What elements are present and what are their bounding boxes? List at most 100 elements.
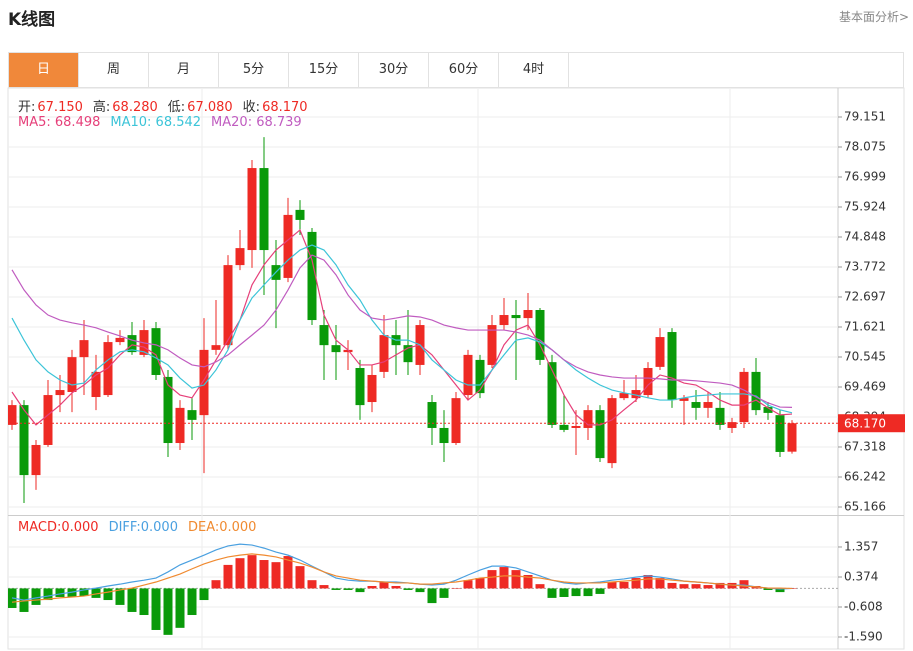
candle-body bbox=[583, 410, 593, 428]
info-label: 收: bbox=[242, 100, 261, 115]
y-tick-label: 72.697 bbox=[844, 289, 886, 303]
candle-body bbox=[559, 424, 569, 430]
period-tab[interactable]: 15分 bbox=[289, 53, 359, 87]
candle-body bbox=[211, 345, 221, 350]
y-tick-label: 75.924 bbox=[844, 199, 886, 213]
candle-body bbox=[727, 422, 737, 428]
period-tab[interactable]: 5分 bbox=[219, 53, 289, 87]
y-tick-label: -1.590 bbox=[844, 630, 883, 644]
macd-bar bbox=[331, 588, 341, 590]
macd-bar bbox=[439, 588, 449, 598]
candle-body bbox=[703, 402, 713, 408]
candle-body bbox=[43, 395, 53, 445]
macd-bar bbox=[139, 588, 149, 616]
macd-bar bbox=[151, 588, 161, 630]
macd-bar bbox=[535, 584, 545, 589]
macd-bar bbox=[295, 566, 305, 589]
legend-entry: MA20: 68.739 bbox=[211, 115, 302, 130]
macd-bar bbox=[655, 578, 665, 589]
grid bbox=[8, 116, 838, 638]
macd-bar bbox=[343, 588, 353, 590]
legend-entry: DEA:0.000 bbox=[187, 520, 257, 535]
macd-bar bbox=[379, 582, 389, 589]
candle-body bbox=[379, 335, 389, 372]
y-tick-label: 69.469 bbox=[844, 379, 886, 393]
macd-bar bbox=[571, 588, 581, 597]
info-value: 68.280 bbox=[112, 100, 158, 115]
macd-bar bbox=[211, 580, 221, 589]
macd-bar bbox=[355, 588, 365, 593]
macd-bar bbox=[775, 588, 785, 593]
macd-bar bbox=[451, 588, 461, 589]
macd-bar bbox=[403, 588, 413, 590]
candle-body bbox=[283, 214, 293, 278]
macd-bar bbox=[223, 564, 233, 589]
macd-bar bbox=[487, 570, 497, 589]
info-label: 高: bbox=[92, 100, 111, 115]
macd-bar bbox=[475, 578, 485, 589]
period-tab[interactable]: 60分 bbox=[429, 53, 499, 87]
y-tick-label: -0.608 bbox=[844, 600, 883, 614]
candle-body bbox=[763, 407, 773, 413]
macd-bar bbox=[55, 588, 65, 597]
period-tab[interactable]: 周 bbox=[79, 53, 149, 87]
macd-bar bbox=[307, 580, 317, 589]
candle-body bbox=[523, 310, 533, 319]
candle-body bbox=[787, 423, 797, 452]
macd-bar bbox=[559, 588, 569, 597]
candle-body bbox=[487, 325, 497, 365]
fundamental-link[interactable]: 基本面分析> bbox=[838, 10, 909, 24]
macd-bar bbox=[79, 588, 89, 597]
candle-body bbox=[247, 168, 257, 251]
info-value: 67.150 bbox=[37, 100, 83, 115]
macd-bar bbox=[235, 558, 245, 589]
candle-body bbox=[667, 332, 677, 401]
y-tick-label: 0.374 bbox=[844, 570, 878, 584]
y-tick-label: 67.318 bbox=[844, 439, 886, 453]
macd-bar bbox=[679, 584, 689, 589]
candle-body bbox=[655, 337, 665, 367]
indicator-line bbox=[11, 553, 793, 603]
candle-body bbox=[331, 345, 341, 353]
legend-entry: DIFF:0.000 bbox=[108, 520, 178, 535]
macd-legend: MACD:0.000 DIFF:0.000 DEA:0.000 bbox=[18, 520, 266, 535]
macd-bar bbox=[415, 588, 425, 593]
candle-body bbox=[259, 168, 269, 251]
current-price-box bbox=[838, 414, 905, 433]
ohlc-info: 开: 67.150 高: 68.280 低: 67.080 收: 68.170 bbox=[18, 96, 318, 115]
candle-body bbox=[547, 362, 557, 425]
macd-bar bbox=[703, 585, 713, 589]
candle-body bbox=[643, 368, 653, 396]
axis: 79.151 78.075 76.999 75.924 74.848 73.772 72.6… bbox=[838, 109, 905, 644]
ma-legend: MA5: 68.498 MA10: 68.542 MA20: 68.739 bbox=[18, 115, 312, 130]
indicator-line bbox=[11, 244, 793, 414]
period-tab[interactable]: 30分 bbox=[359, 53, 429, 87]
candle-body bbox=[55, 390, 65, 396]
candle-body bbox=[127, 335, 137, 353]
macd-bar bbox=[763, 588, 773, 590]
candle-body bbox=[427, 402, 437, 428]
candle-body bbox=[367, 374, 377, 403]
y-tick-label: 65.166 bbox=[844, 499, 886, 513]
macd-bar bbox=[43, 588, 53, 601]
candle-body bbox=[307, 231, 317, 321]
period-tab[interactable]: 日 bbox=[9, 53, 79, 87]
macd-bar bbox=[127, 588, 137, 612]
period-tab[interactable]: 月 bbox=[149, 53, 219, 87]
candle-body bbox=[19, 405, 29, 476]
info-value: 68.170 bbox=[262, 100, 308, 115]
macd-bar bbox=[319, 585, 329, 589]
candle-body bbox=[607, 398, 617, 464]
candle-body bbox=[319, 325, 329, 346]
candle-body bbox=[151, 328, 161, 375]
candle-body bbox=[175, 407, 185, 444]
candle-body bbox=[463, 354, 473, 396]
macd-bar bbox=[619, 582, 629, 589]
y-tick-label: 70.545 bbox=[844, 349, 886, 363]
indicator-line bbox=[11, 228, 793, 426]
macd-bar bbox=[607, 582, 617, 589]
macd-bar bbox=[499, 567, 509, 589]
period-tab[interactable]: 4时 bbox=[499, 53, 569, 87]
candle-body bbox=[631, 390, 641, 399]
candle-body bbox=[235, 248, 245, 266]
